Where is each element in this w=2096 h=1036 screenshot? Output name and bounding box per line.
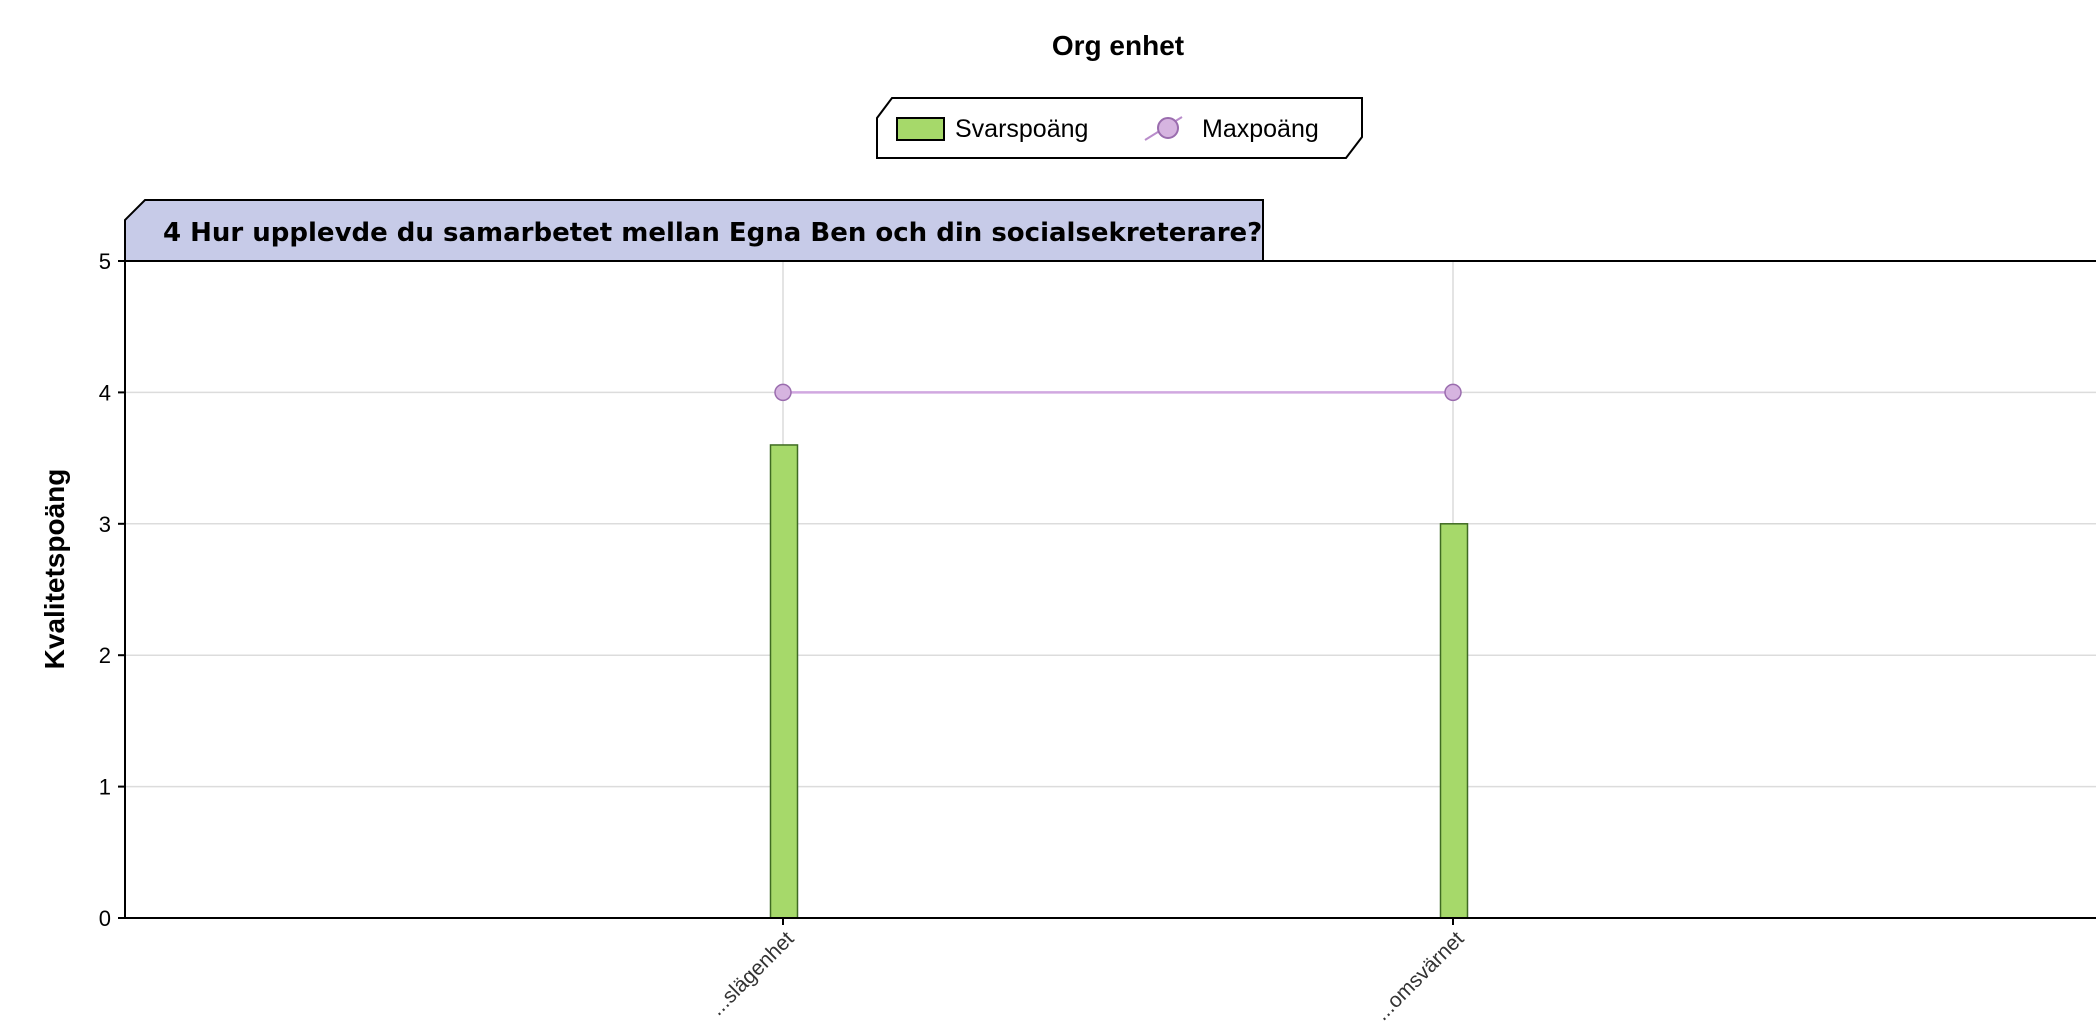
bar-svarspoang-1 (1439, 523, 1469, 919)
legend-label-svarspoang: Svarspoäng (955, 115, 1088, 143)
y-tick-label-2: 2 (99, 643, 111, 668)
legend-item-svarspoang: Svarspoäng (896, 115, 1088, 143)
bar-svarspoang-0 (769, 444, 799, 919)
legend-item-maxpoang: Maxpoäng (1144, 115, 1319, 143)
clipped-category-label: Ti (643, 0, 670, 4)
y-tick-label-5: 5 (99, 249, 111, 274)
legend: Svarspoäng Maxpoäng (876, 97, 1363, 159)
legend-swatch-svarspoang (896, 117, 945, 141)
grid (125, 261, 2096, 918)
legend-marker-maxpoang (1157, 117, 1179, 139)
x-axis-labels: ...slägenhet ...omsvärnet (705, 918, 1469, 1025)
y-axis-title: Kvalitetspoäng (39, 469, 70, 670)
bars (769, 444, 1469, 919)
legend-label-maxpoang: Maxpoäng (1202, 115, 1319, 143)
y-tick-label-1: 1 (99, 775, 111, 800)
panel-title: 4 Hur upplevde du samarbetet mellan Egna… (163, 218, 1262, 248)
x-tick-label-0: ...slägenhet (705, 927, 798, 1020)
x-tick-label-1: ...omsvärnet (1371, 927, 1469, 1025)
y-tick-label-3: 3 (99, 512, 111, 537)
legend-frame (876, 97, 1363, 159)
panel-title-tab: 4 Hur upplevde du samarbetet mellan Egna… (124, 199, 1264, 262)
y-tick-label-4: 4 (99, 380, 111, 405)
y-tick-label-0: 0 (99, 906, 111, 931)
y-axis-ticks: 0 1 2 3 4 5 (99, 249, 125, 931)
maxpoang-series (774, 383, 1462, 402)
chart-title: Org enhet (1052, 30, 1184, 61)
maxpoang-point-0 (774, 383, 792, 402)
maxpoang-point-1 (1444, 383, 1462, 402)
